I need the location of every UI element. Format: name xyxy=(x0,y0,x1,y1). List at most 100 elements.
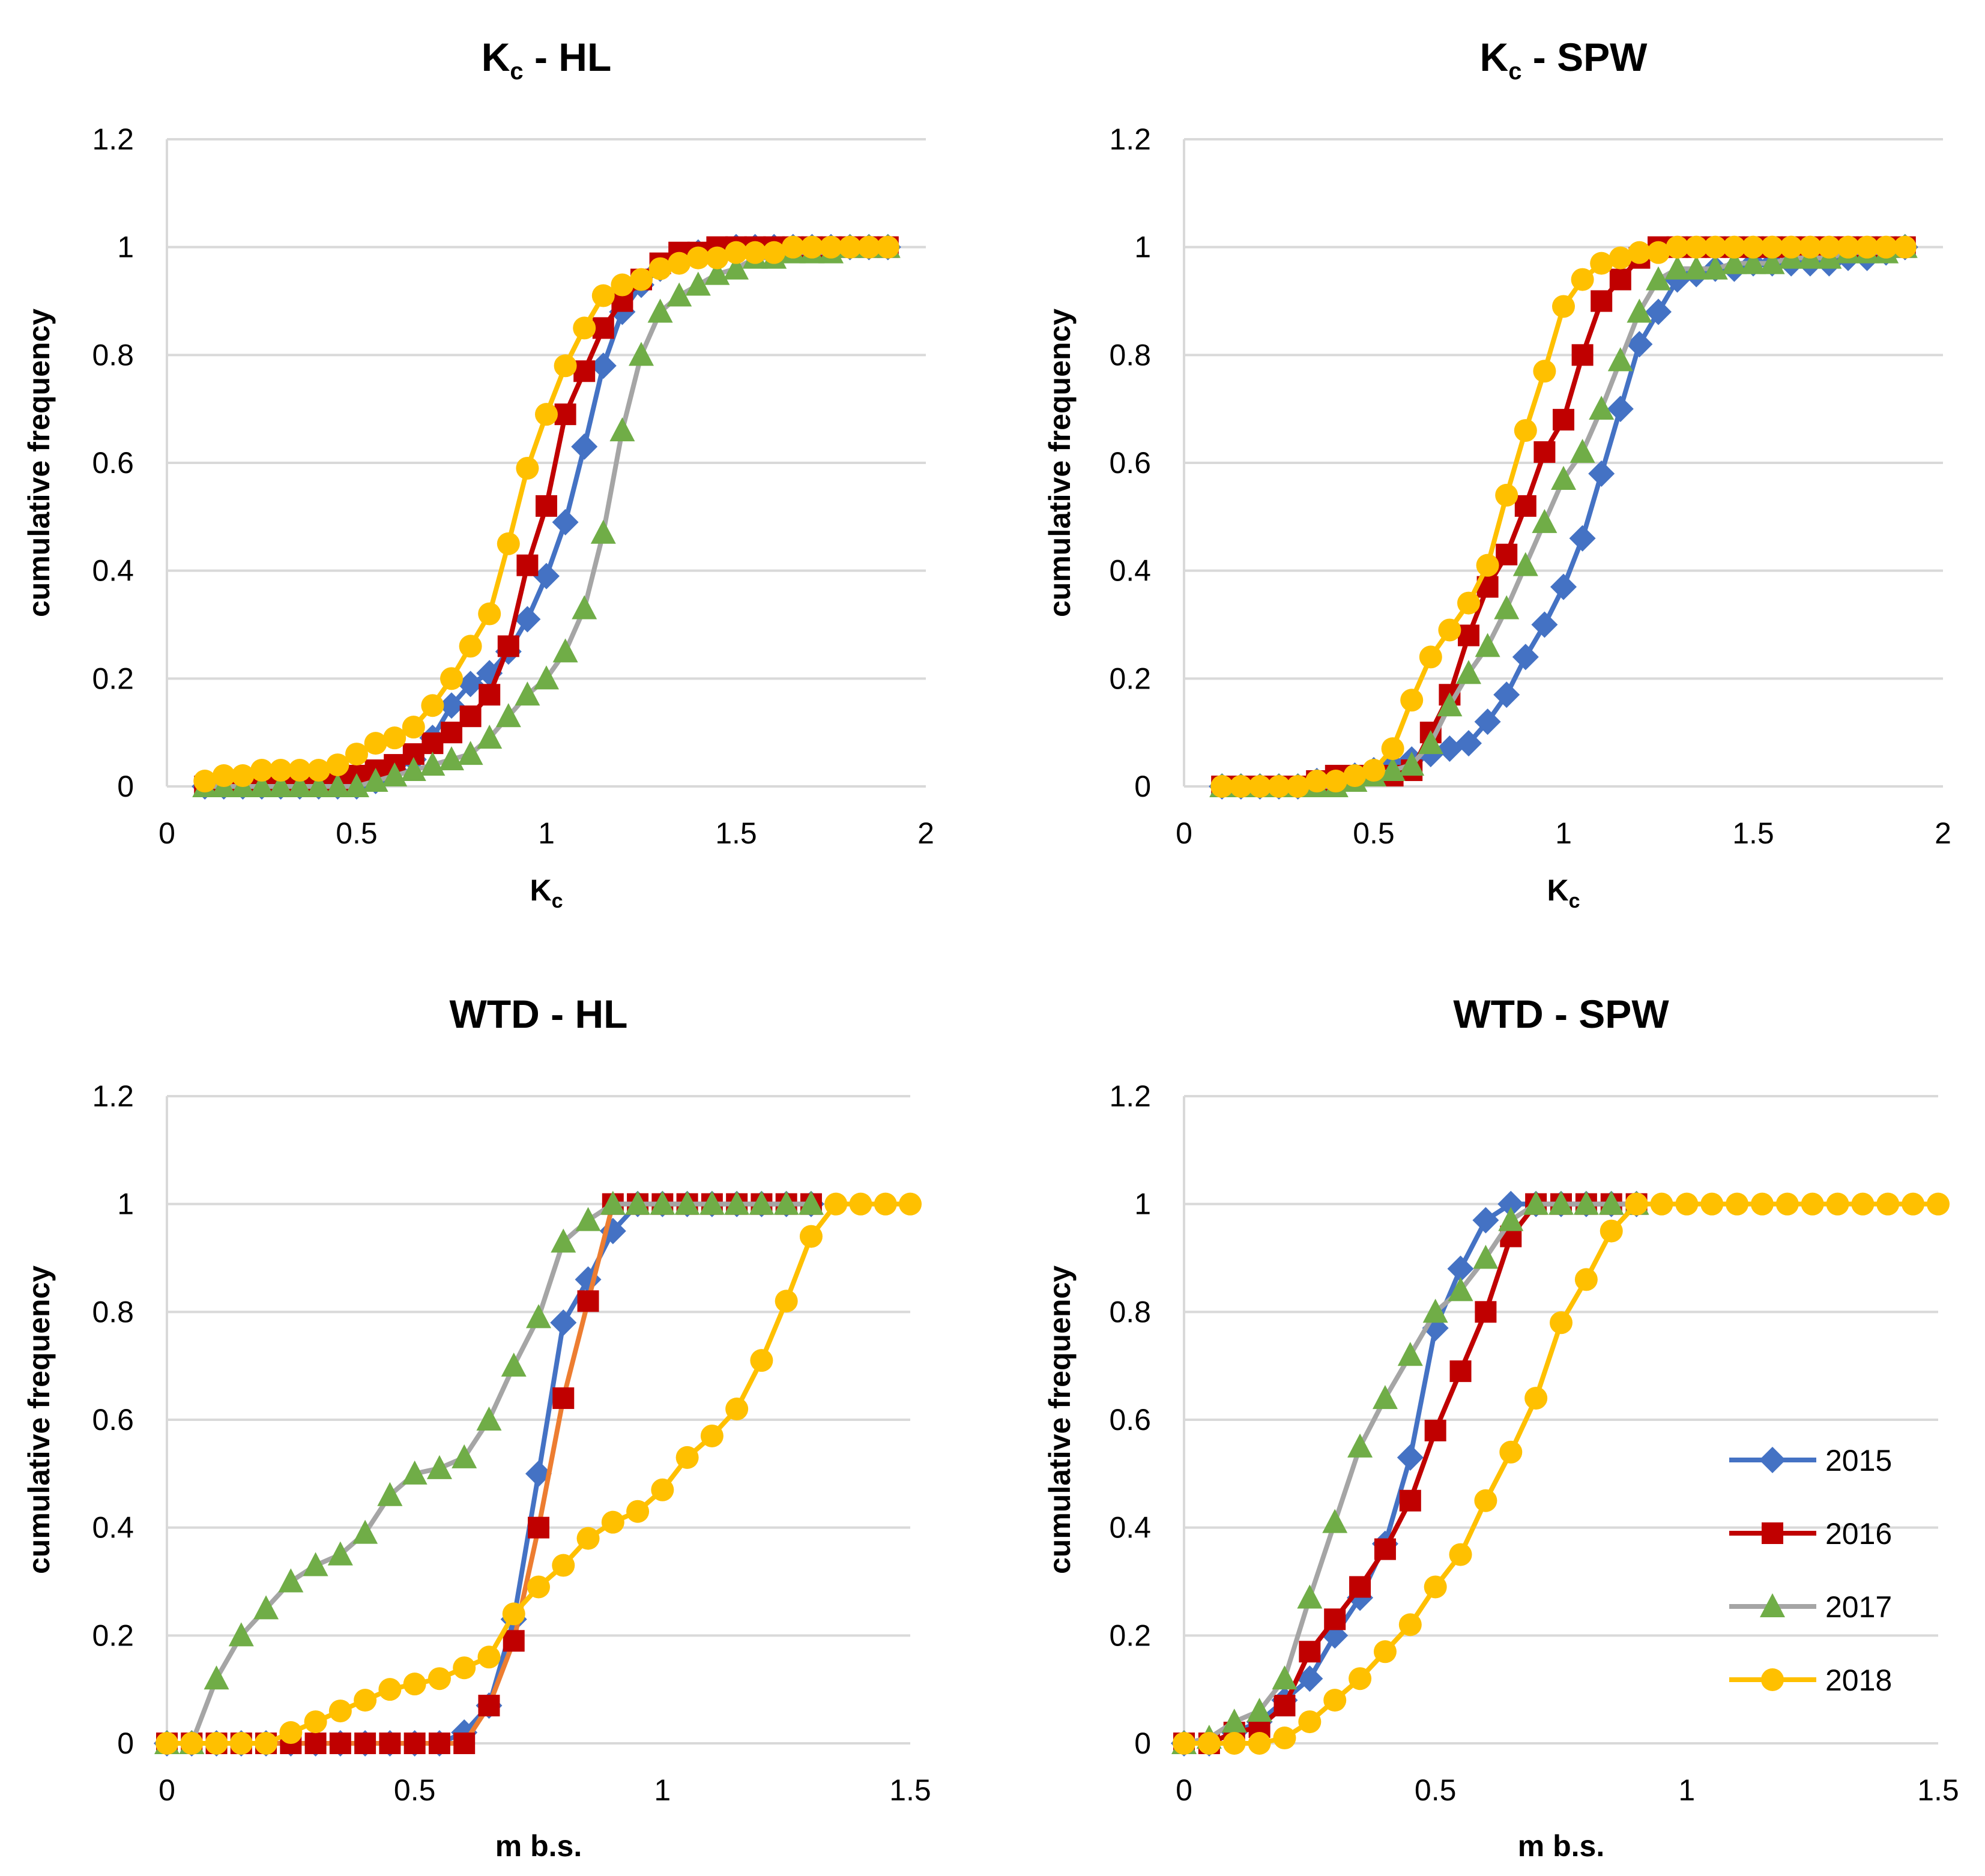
y-axis-label: cumulative frequency xyxy=(22,1265,56,1574)
data-point-2016 xyxy=(554,403,576,426)
data-point-2018 xyxy=(1760,235,1784,259)
x-tick-label: 0 xyxy=(159,1773,175,1807)
data-point-2018 xyxy=(180,1732,204,1755)
y-tick-label: 0.8 xyxy=(1109,338,1151,372)
data-point-2016 xyxy=(516,554,539,576)
data-point-2017 xyxy=(1246,1698,1272,1722)
data-point-2017 xyxy=(1456,660,1481,684)
series-line-2016 xyxy=(1184,1201,1637,1746)
data-point-2018 xyxy=(1449,1543,1472,1566)
data-point-2018 xyxy=(800,235,824,259)
data-point-2018 xyxy=(1817,235,1841,259)
data-point-2018 xyxy=(1229,775,1252,798)
series-line-2015 xyxy=(1184,1201,1637,1746)
data-point-2015 xyxy=(590,352,617,379)
data-point-2017 xyxy=(400,757,426,782)
data-point-2016 xyxy=(1496,543,1518,566)
chart-panel-1: 0 0.2 0.4 0.6 0.8 1 1.2 0 0.5 1 1.5 2 Kc - HL Kc cumul… xyxy=(22,35,934,912)
data-point-2015 xyxy=(438,692,465,719)
data-point-2015 xyxy=(1531,611,1558,638)
data-point-2018 xyxy=(700,1424,724,1447)
data-point-2018 xyxy=(1876,1192,1900,1216)
data-point-2018 xyxy=(630,268,653,291)
data-point-2018 xyxy=(1210,775,1234,798)
data-point-2018 xyxy=(516,456,539,480)
data-point-2017 xyxy=(1272,1665,1298,1690)
data-point-2017 xyxy=(1589,396,1615,420)
data-point-2017 xyxy=(572,595,597,620)
data-point-2017 xyxy=(253,1595,279,1620)
data-point-2018 xyxy=(1801,1192,1824,1216)
y-axis-label: cumulative frequency xyxy=(1043,309,1077,617)
data-point-2018 xyxy=(269,759,292,782)
data-point-2017 xyxy=(1548,1190,1574,1215)
data-point-2017 xyxy=(476,1407,502,1431)
x-tick-label: 1 xyxy=(654,1773,671,1807)
data-point-2015 xyxy=(1626,331,1653,358)
data-point-2016 xyxy=(1553,409,1574,431)
data-point-2018 xyxy=(651,1478,674,1501)
data-point-2018 xyxy=(326,753,349,777)
data-point-2017 xyxy=(629,342,654,366)
data-point-2017 xyxy=(552,638,578,663)
y-tick-label: 1.2 xyxy=(92,1079,134,1113)
data-point-2017 xyxy=(287,773,313,797)
data-point-2018 xyxy=(1571,268,1594,291)
x-tick-label: 1.5 xyxy=(715,816,757,850)
data-point-2018 xyxy=(453,1656,476,1680)
data-point-2017 xyxy=(1523,1190,1549,1215)
data-point-2017 xyxy=(501,1353,527,1377)
data-point-2017 xyxy=(363,768,388,792)
data-point-2017 xyxy=(551,1228,576,1253)
data-point-2018 xyxy=(1552,295,1575,318)
data-point-2018 xyxy=(1474,1489,1497,1512)
y-tick-label: 0.8 xyxy=(1109,1295,1151,1329)
data-point-2017 xyxy=(325,773,351,797)
x-tick-label: 0 xyxy=(1176,816,1192,850)
data-point-2018 xyxy=(1851,1192,1875,1216)
data-point-2018 xyxy=(1362,759,1385,782)
data-point-2017 xyxy=(344,773,369,797)
data-point-2018 xyxy=(1675,1192,1699,1216)
data-point-2018 xyxy=(421,694,444,717)
y-tick-label: 1 xyxy=(1134,1187,1151,1221)
data-point-2018 xyxy=(459,635,482,658)
data-point-2018 xyxy=(279,1721,303,1745)
data-point-2018 xyxy=(1457,591,1480,615)
data-point-2018 xyxy=(1373,1640,1397,1663)
x-tick-label: 1.5 xyxy=(1917,1773,1959,1807)
data-point-2017 xyxy=(1607,347,1633,372)
data-point-2017 xyxy=(458,741,483,765)
data-point-2015 xyxy=(514,606,541,633)
data-point-2015 xyxy=(1397,1444,1424,1471)
data-point-2018 xyxy=(502,1602,525,1626)
data-point-2016 xyxy=(528,1516,549,1539)
y-tick-label: 1.2 xyxy=(1109,122,1151,156)
data-point-2016 xyxy=(1591,290,1613,312)
y-tick-label: 0 xyxy=(117,770,134,803)
data-point-2018 xyxy=(686,246,710,270)
data-point-2018 xyxy=(1173,1732,1195,1755)
data-point-2018 xyxy=(874,1192,897,1216)
data-point-2018 xyxy=(648,257,672,280)
legend-marker-2017 xyxy=(1760,1593,1785,1617)
data-point-2017 xyxy=(1297,1584,1323,1609)
x-tick-label: 0.5 xyxy=(394,1773,436,1807)
data-point-2017 xyxy=(749,1190,775,1215)
data-point-2018 xyxy=(1647,241,1670,264)
data-point-2016 xyxy=(1533,441,1556,463)
series-2018 xyxy=(1210,235,1917,798)
data-point-2017 xyxy=(1498,1207,1524,1231)
data-point-2017 xyxy=(452,1444,477,1468)
data-point-2018 xyxy=(1628,241,1651,264)
data-point-2018 xyxy=(552,1554,575,1577)
data-point-2017 xyxy=(1512,552,1538,576)
data-point-2017 xyxy=(526,1304,551,1329)
y-tick-label: 0.2 xyxy=(92,1618,134,1652)
data-point-2017 xyxy=(1570,439,1595,463)
legend-marker-2016 xyxy=(1762,1522,1783,1544)
data-point-2018 xyxy=(705,246,729,270)
y-tick-label: 0.2 xyxy=(1109,662,1151,695)
data-point-2016 xyxy=(459,705,482,728)
